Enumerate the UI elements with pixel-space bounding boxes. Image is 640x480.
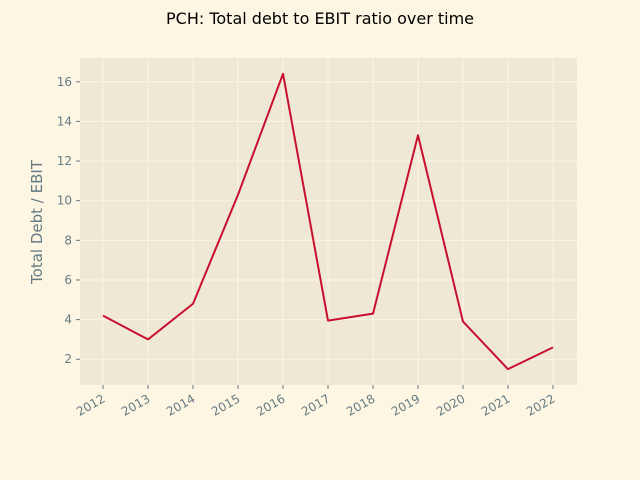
y-tick-label: 16 — [57, 75, 72, 89]
x-tick-label: 2018 — [344, 391, 377, 418]
series-layer — [102, 72, 554, 371]
x-tick-label: 2019 — [389, 391, 422, 418]
x-tick-label: 2021 — [479, 391, 512, 418]
x-tick-label: 2022 — [524, 391, 557, 418]
y-tick-label: 2 — [64, 352, 72, 366]
x-tick-label: 2016 — [254, 391, 287, 418]
series-line — [102, 72, 554, 371]
y-tick-label: 14 — [57, 114, 72, 128]
y-axis-label: Total Debt / EBIT — [28, 159, 46, 285]
x-tick-label: 2015 — [209, 391, 242, 418]
y-tick-label: 6 — [64, 273, 72, 287]
y-tick-label: 10 — [57, 194, 72, 208]
grid — [80, 58, 577, 385]
x-tick-label: 2013 — [119, 391, 152, 418]
x-tick-label: 2017 — [299, 391, 332, 418]
chart-title: PCH: Total debt to EBIT ratio over time — [166, 9, 474, 28]
y-tick-label: 4 — [64, 313, 72, 327]
x-tick-label: 2014 — [164, 391, 197, 418]
x-tick-label: 2012 — [74, 391, 107, 418]
y-tick-label: 12 — [57, 154, 72, 168]
x-tick-label: 2020 — [434, 391, 467, 418]
y-tick-label: 8 — [64, 233, 72, 247]
